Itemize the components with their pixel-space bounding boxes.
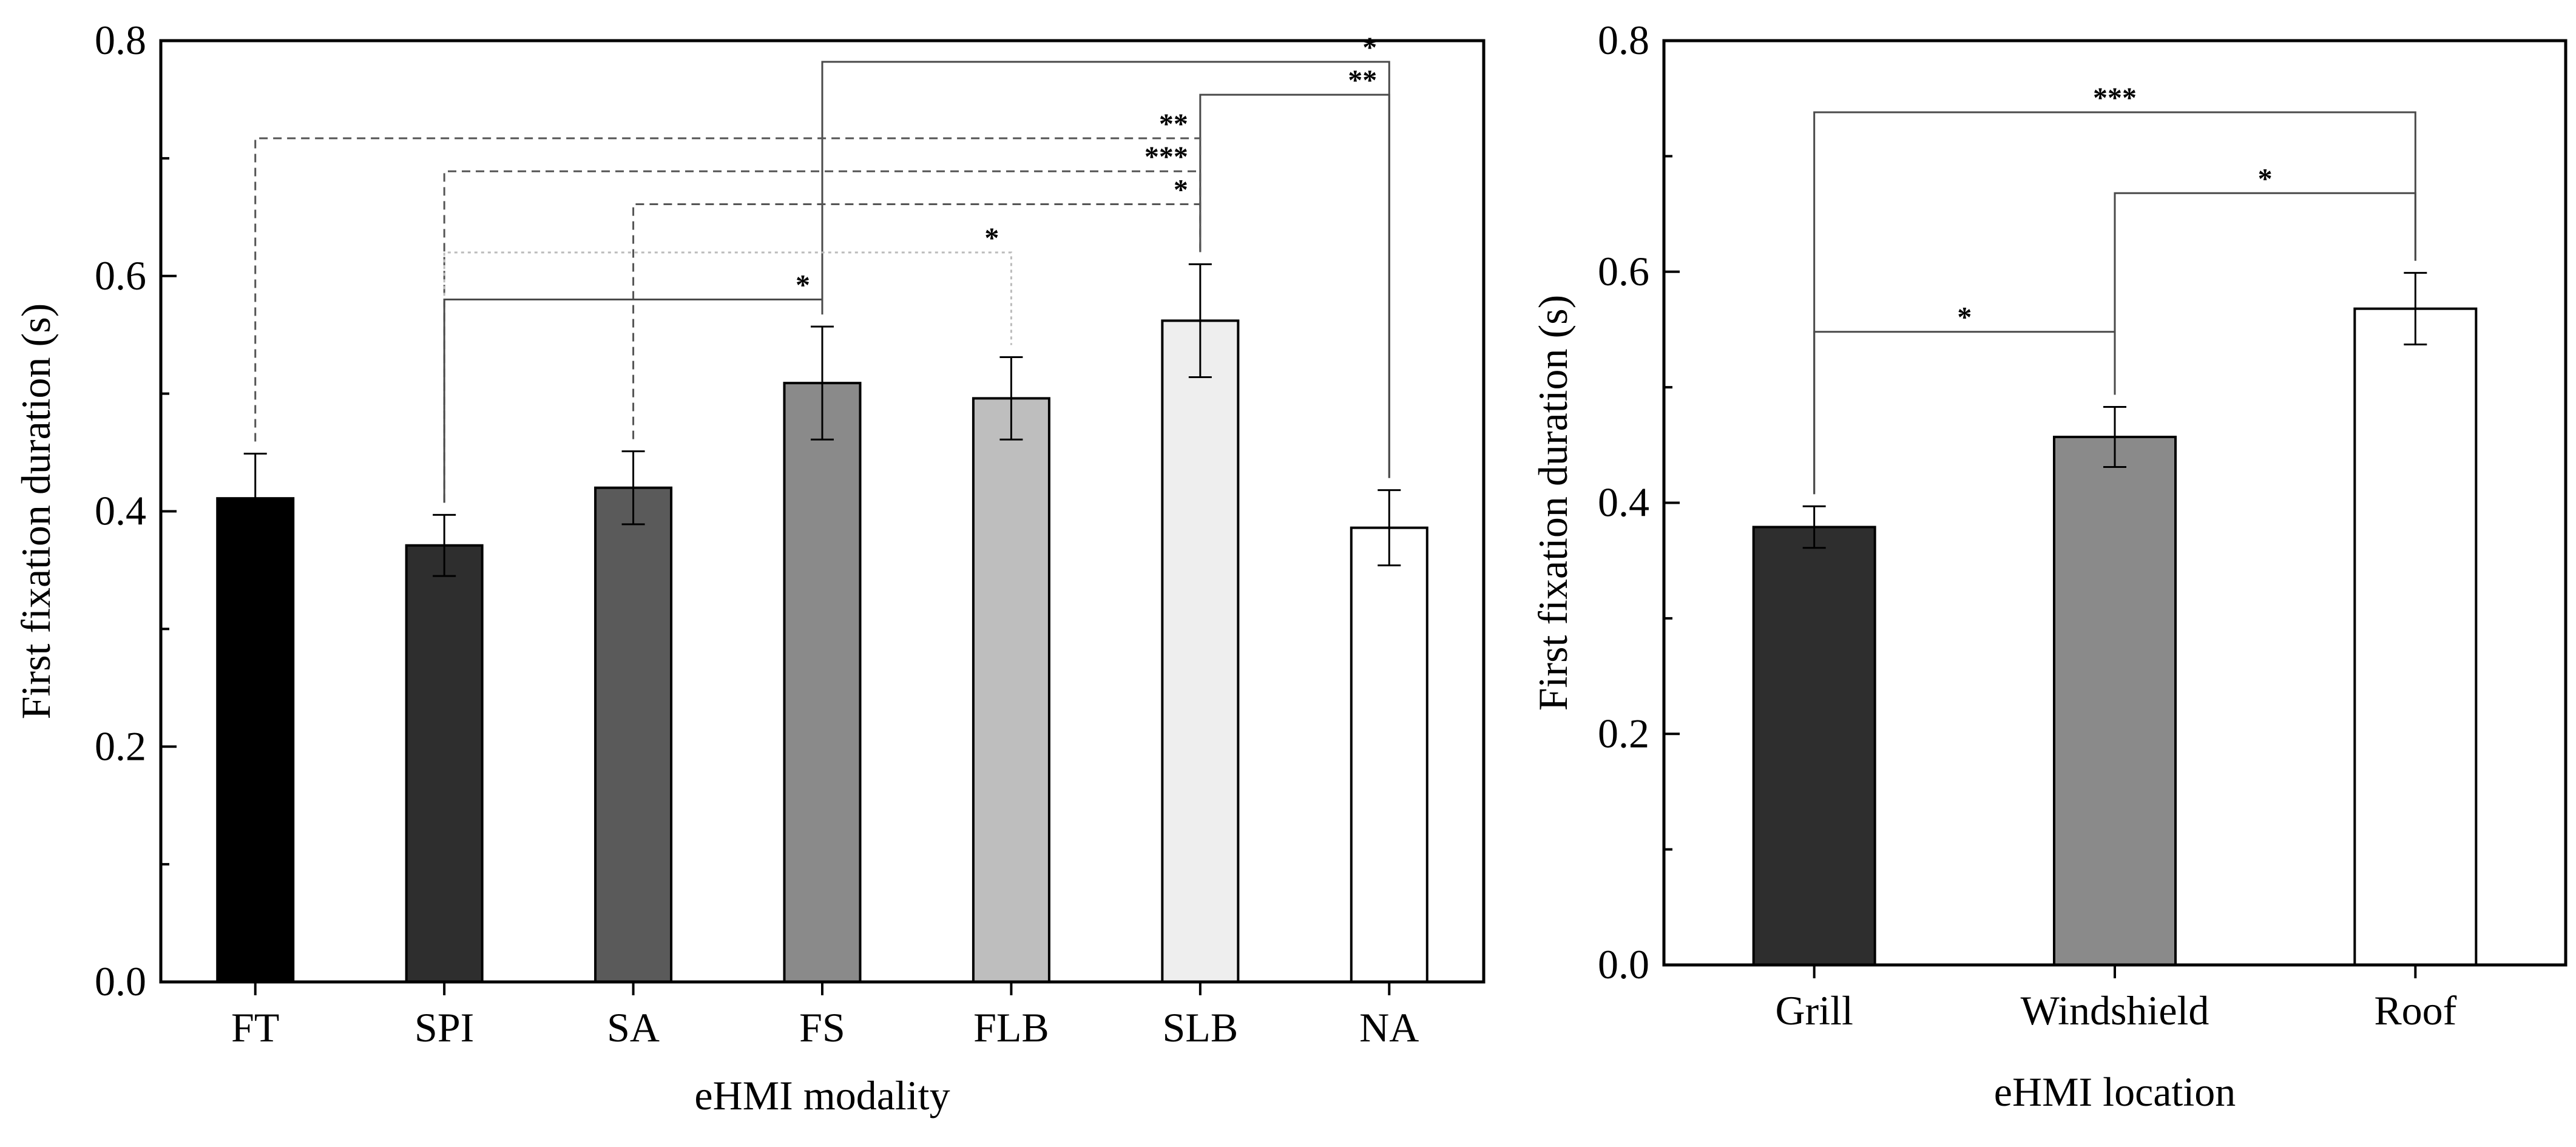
modality-bar-spi bbox=[405, 544, 484, 983]
modality-category-label: NA bbox=[1359, 1004, 1419, 1051]
location-y-tick-label: 0.6 bbox=[1598, 248, 1649, 294]
location-significance-label: *** bbox=[2093, 82, 2137, 114]
modality-y-tick-label: 0.4 bbox=[95, 488, 146, 534]
location-y-tick-label: 0.4 bbox=[1598, 479, 1649, 526]
modality-category-label: SA bbox=[607, 1004, 660, 1051]
modality-significance-label: * bbox=[796, 269, 810, 302]
location-x-axis-title: eHMI location bbox=[1994, 1069, 2236, 1115]
modality-category-label: FT bbox=[231, 1004, 279, 1051]
location-significance-label: * bbox=[2258, 163, 2273, 195]
modality-significance-label: * bbox=[1362, 32, 1377, 64]
modality-y-axis-title: First fixation duration (s) bbox=[13, 303, 59, 720]
modality-y-tick-label: 0.0 bbox=[95, 958, 146, 1004]
modality-y-tick-label: 0.8 bbox=[95, 17, 146, 63]
modality-y-tick-label: 0.6 bbox=[95, 252, 146, 299]
modality-bar-fs bbox=[783, 382, 862, 983]
modality-category-label: SPI bbox=[414, 1004, 474, 1051]
location-significance-bracket bbox=[2114, 192, 2416, 395]
modality-category-label: SLB bbox=[1162, 1004, 1238, 1051]
modality-significance-bracket bbox=[443, 251, 1012, 503]
location-y-tick-label: 0.2 bbox=[1598, 710, 1649, 756]
modality-bar-ft bbox=[216, 497, 295, 983]
modality-significance-label: * bbox=[1174, 174, 1188, 206]
modality-y-tick-label: 0.2 bbox=[95, 723, 146, 769]
modality-significance-label: ** bbox=[1159, 108, 1188, 140]
location-y-tick-label: 0.0 bbox=[1598, 941, 1649, 987]
modality-significance-bracket bbox=[821, 61, 1390, 478]
modality-significance-bracket bbox=[632, 203, 1202, 439]
modality-significance-label: * bbox=[984, 222, 999, 254]
location-y-axis-title: First fixation duration (s) bbox=[1530, 295, 1576, 711]
modality-chart: ***********0.00.20.40.60.8FT SPI SA FS FLB SL… bbox=[13, 17, 1486, 1118]
location-bar-grill bbox=[1752, 526, 1876, 966]
modality-significance-label: ** bbox=[1348, 64, 1377, 96]
location-significance-bracket bbox=[1813, 111, 2416, 495]
modality-significance-bracket bbox=[443, 299, 823, 503]
modality-significance-bracket bbox=[254, 137, 1202, 442]
modality-category-label: FS bbox=[799, 1004, 845, 1051]
location-significance-label: * bbox=[1957, 302, 1972, 334]
location-bar-roof bbox=[2353, 307, 2478, 966]
modality-bar-slb bbox=[1161, 319, 1240, 983]
location-significance-bracket bbox=[1813, 331, 2116, 495]
modality-category-label: FLB bbox=[973, 1004, 1049, 1051]
modality-bar-flb bbox=[972, 397, 1050, 983]
modality-x-axis-title: eHMI modality bbox=[694, 1072, 950, 1118]
location-y-tick-label: 0.8 bbox=[1598, 17, 1649, 63]
location-category-label: Grill bbox=[1775, 987, 1853, 1034]
modality-bar-na bbox=[1350, 526, 1428, 983]
location-bar-windshield bbox=[2053, 435, 2177, 966]
modality-bar-sa bbox=[594, 486, 673, 983]
location-category-label: Roof bbox=[2374, 987, 2456, 1034]
modality-significance-label: *** bbox=[1144, 141, 1188, 173]
location-category-label: Windshield bbox=[2021, 987, 2209, 1034]
